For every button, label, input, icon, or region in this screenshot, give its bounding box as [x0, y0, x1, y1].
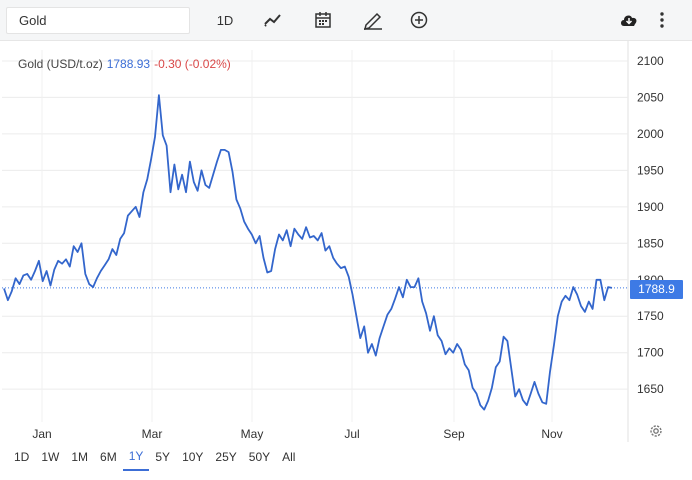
cloud-download-icon[interactable]	[616, 8, 642, 32]
legend-price: 1788.93	[106, 57, 151, 71]
line-chart-icon[interactable]	[260, 8, 286, 32]
y-tick-label: 1950	[637, 163, 664, 177]
range-button-1w[interactable]: 1W	[41, 449, 60, 464]
range-button-6m[interactable]: 6M	[100, 449, 117, 464]
range-button-1m[interactable]: 1M	[71, 449, 89, 464]
range-button-25y[interactable]: 25Y	[215, 449, 237, 464]
plus-circle-icon[interactable]	[406, 8, 432, 32]
y-tick-label: 2050	[637, 90, 664, 104]
x-tick-label: Mar	[142, 427, 163, 441]
range-button-all[interactable]: All	[282, 449, 296, 464]
chart-legend: Gold (USD/t.oz) 1788.93 -0.30 (-0.02%)	[18, 57, 231, 71]
more-vertical-icon[interactable]	[652, 8, 672, 32]
current-price-tag: 1788.9	[630, 280, 683, 299]
interval-button[interactable]: 1D	[216, 12, 234, 28]
x-tick-label: Jul	[344, 427, 359, 441]
range-selector: 1D 1W 1M 6M 1Y 5Y 10Y 25Y 50Y All	[8, 444, 301, 472]
range-button-1y[interactable]: 1Y	[122, 446, 150, 471]
legend-change: -0.30 (-0.02%)	[154, 57, 231, 71]
x-tick-label: Sep	[443, 427, 465, 441]
range-button-5y[interactable]: 5Y	[155, 449, 171, 464]
range-button-10y[interactable]: 10Y	[182, 449, 204, 464]
chart-toolbar: 1D	[0, 0, 692, 41]
gear-icon[interactable]	[648, 423, 664, 444]
y-tick-label: 1850	[637, 236, 664, 250]
y-tick-label: 2100	[637, 54, 664, 68]
range-button-1d[interactable]: 1D	[14, 449, 30, 464]
y-tick-label: 1650	[637, 382, 664, 396]
legend-symbol-name: Gold (USD/t.oz)	[18, 57, 103, 71]
x-tick-label: Nov	[541, 427, 562, 441]
x-tick-label: Jan	[32, 427, 51, 441]
symbol-search-input[interactable]	[6, 7, 190, 34]
gold-price-line	[3, 94, 613, 411]
pencil-icon[interactable]	[360, 8, 386, 32]
y-tick-label: 1900	[637, 200, 664, 214]
y-tick-label: 2000	[637, 127, 664, 141]
calendar-icon[interactable]	[310, 8, 336, 32]
y-tick-label: 1750	[637, 309, 664, 323]
range-button-50y[interactable]: 50Y	[248, 449, 271, 464]
x-tick-label: May	[241, 427, 264, 441]
y-tick-label: 1700	[637, 346, 664, 360]
